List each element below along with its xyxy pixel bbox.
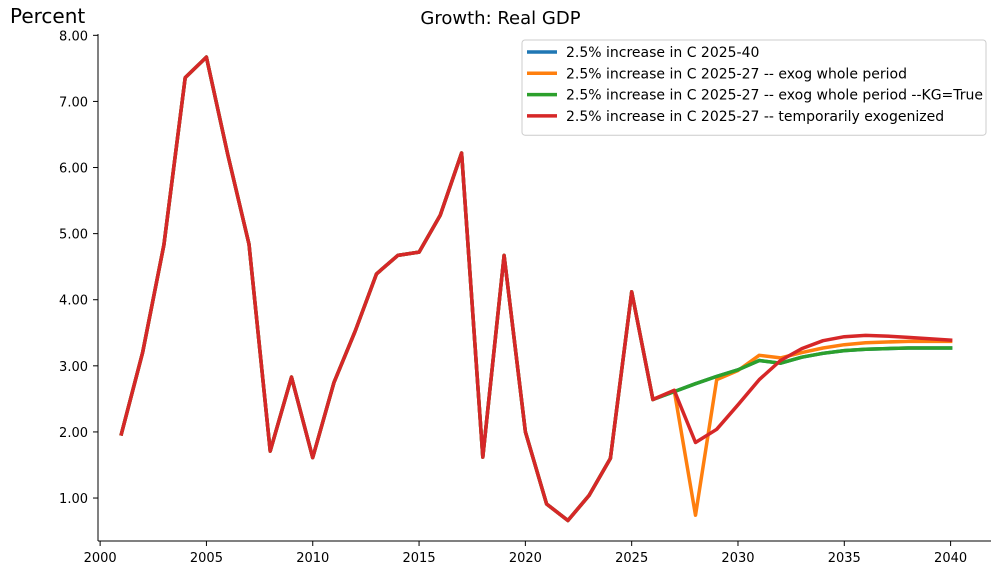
legend-box	[521, 39, 987, 136]
legend-entry-2: 2.5% increase in C 2025-27 -- exog whole…	[566, 66, 907, 82]
x-tick-label: 2010	[296, 551, 329, 566]
legend: 2.5% increase in C 2025-40 2.5% increase …	[521, 39, 987, 136]
y-tick-label: 3.00	[59, 360, 88, 375]
x-tick-label: 2030	[721, 551, 754, 566]
y-tick-label: 4.00	[59, 294, 88, 309]
legend-entry-4: 2.5% increase in C 2025-27 -- temporaril…	[566, 109, 944, 125]
x-tick-label: 2015	[403, 551, 436, 566]
x-tick-label: 2000	[84, 551, 117, 566]
y-tick-label: 6.00	[59, 162, 88, 177]
legend-entry-3: 2.5% increase in C 2025-27 -- exog whole…	[566, 88, 983, 104]
x-tick-label: 2040	[934, 551, 967, 566]
series-layer	[119, 55, 953, 523]
legend-entry-1: 2.5% increase in C 2025-40	[566, 45, 759, 61]
axes: 1.00 2.00 3.00 4.00 5.00 6.00 7.00 8.00 2000 2005…	[59, 29, 991, 566]
x-tick-label: 2025	[615, 551, 648, 566]
y-tick-label: 7.00	[59, 95, 88, 110]
x-tick-label: 2005	[190, 551, 223, 566]
x-tick-label: 2020	[509, 551, 542, 566]
series-line-4	[119, 55, 953, 523]
y-axis-label: Percent	[10, 4, 86, 28]
chart-title: Growth: Real GDP	[420, 8, 581, 29]
x-tick-label: 2035	[828, 551, 861, 566]
y-tick-label: 2.00	[59, 426, 88, 441]
y-tick-label: 1.00	[59, 492, 88, 507]
y-tick-label: 5.00	[59, 228, 88, 243]
y-tick-label: 8.00	[59, 29, 88, 44]
